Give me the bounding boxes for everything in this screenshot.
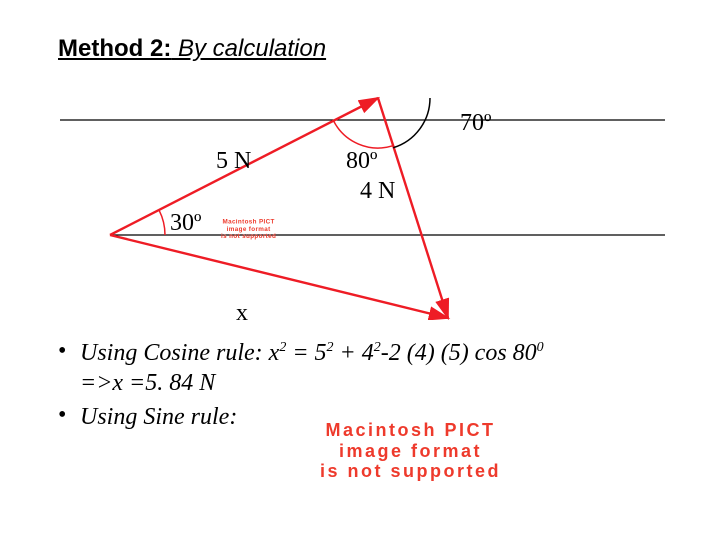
bullet-dot: • [58,338,80,365]
bullet-dot: • [58,402,80,429]
arc-80 [333,121,392,148]
label-70: 70º [460,110,491,137]
sup-0: 0 [537,340,544,355]
mac-err-big-l3: is not supported [320,461,501,482]
label-4n: 4 N [360,178,395,205]
b1-eq: = 5 [286,340,326,366]
slide-title: Method 2: By calculation [58,35,326,63]
mac-err-big-l1: Macintosh PICT [320,420,501,441]
b1-lead: Using Cosine rule: x [80,340,279,366]
b1-tail: -2 (4) (5) cos 80 [381,340,537,366]
mac-pict-error-large: Macintosh PICT image format is not suppo… [320,420,501,482]
vector-4n [378,98,448,318]
arc-30 [159,210,165,235]
b1-plus: + 4 [334,340,374,366]
label-5n: 5 N [216,148,251,175]
vector-x [110,235,448,318]
bullet-cosine: • Using Cosine rule: x2 = 52 + 42-2 (4) … [58,338,678,398]
title-prefix: Method 2: [58,35,171,62]
mac-pict-error-small: Macintosh PICT image format is not suppo… [221,219,276,241]
title-suffix: By calculation [171,35,326,62]
b1-line2: =>x =5. 84 N [80,370,215,396]
arc-70 [393,98,430,148]
mac-err-l3: is not supported [221,234,276,241]
mac-err-l2: image format [221,226,276,233]
label-x: x [236,300,248,327]
sup-2c: 2 [374,340,381,355]
label-80: 80º [346,148,377,175]
sup-2b: 2 [327,340,334,355]
bullet-cosine-text: Using Cosine rule: x2 = 52 + 42-2 (4) (5… [80,338,678,398]
mac-err-l1: Macintosh PICT [221,219,276,226]
mac-err-big-l2: image format [320,441,501,462]
label-30: 30º [170,210,201,237]
